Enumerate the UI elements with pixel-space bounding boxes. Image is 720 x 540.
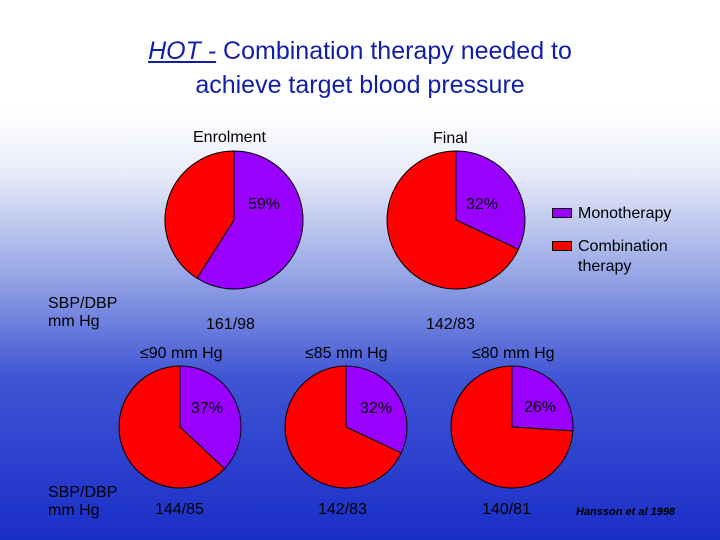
pie-target-80 bbox=[450, 365, 574, 489]
bp-target-85: 142/83 bbox=[318, 501, 367, 518]
row-label-bottom: SBP/DBP mm Hg bbox=[48, 484, 117, 520]
row-label-top-line-1: SBP/DBP bbox=[48, 295, 118, 312]
title-line-1: HOT - Combination therapy needed to bbox=[0, 34, 720, 68]
legend-combination-line-1: Combination bbox=[578, 238, 668, 255]
pie-slice-combination bbox=[284, 365, 402, 489]
bp-target-80: 140/81 bbox=[482, 501, 531, 518]
legend-combination-label: Combination therapy bbox=[578, 237, 668, 277]
pie-title-target-80: ≤80 mm Hg bbox=[472, 345, 555, 362]
pie-title-enrolment: Enrolment bbox=[193, 129, 266, 146]
legend-combination-line-2: therapy bbox=[578, 258, 632, 275]
legend-combination-swatch bbox=[552, 241, 572, 251]
pie-title-final: Final bbox=[433, 130, 468, 147]
pie-slice-monotherapy bbox=[455, 150, 526, 251]
bp-final: 142/83 bbox=[426, 316, 475, 333]
pie-label-target-80: 26% bbox=[524, 399, 557, 416]
row-label-top-line-2: mm Hg bbox=[48, 313, 100, 330]
row-label-bottom-line-2: mm Hg bbox=[48, 502, 100, 519]
pie-enrolment bbox=[164, 150, 304, 290]
pie-target-90 bbox=[118, 365, 242, 489]
pie-target-85 bbox=[284, 365, 408, 489]
slide-title: HOT - Combination therapy needed to achi… bbox=[0, 34, 720, 102]
bp-enrolment: 161/98 bbox=[206, 316, 255, 333]
pie-label-final: 32% bbox=[466, 196, 499, 213]
legend-monotherapy-swatch bbox=[552, 208, 572, 218]
title-line-2: achieve target blood pressure bbox=[195, 71, 525, 99]
citation: Hansson et al 1998 bbox=[576, 506, 676, 518]
pie-title-target-90: ≤90 mm Hg bbox=[140, 345, 223, 362]
title-line-1-rest: Combination therapy needed to bbox=[216, 37, 572, 65]
pie-label-target-90: 37% bbox=[191, 400, 224, 417]
pie-slice-monotherapy bbox=[196, 150, 304, 290]
pie-slice-monotherapy bbox=[179, 365, 242, 470]
row-label-bottom-line-1: SBP/DBP bbox=[48, 484, 118, 501]
pie-slice-combination bbox=[164, 150, 235, 279]
bp-target-90: 144/85 bbox=[155, 501, 204, 518]
pie-final bbox=[386, 150, 526, 290]
pie-slice-combination bbox=[118, 365, 226, 489]
row-label-top: SBP/DBP mm Hg bbox=[48, 295, 117, 331]
pie-slice-combination bbox=[386, 150, 520, 290]
pie-title-target-85: ≤85 mm Hg bbox=[305, 345, 388, 362]
pie-slice-monotherapy bbox=[345, 365, 408, 454]
pie-slice-monotherapy bbox=[511, 365, 574, 432]
pie-label-enrolment: 59% bbox=[248, 196, 281, 213]
pie-slice-combination bbox=[450, 365, 574, 489]
title-emphasis: HOT - bbox=[148, 37, 217, 65]
legend-monotherapy-label: Monotherapy bbox=[578, 205, 672, 222]
pie-label-target-85: 32% bbox=[360, 400, 393, 417]
